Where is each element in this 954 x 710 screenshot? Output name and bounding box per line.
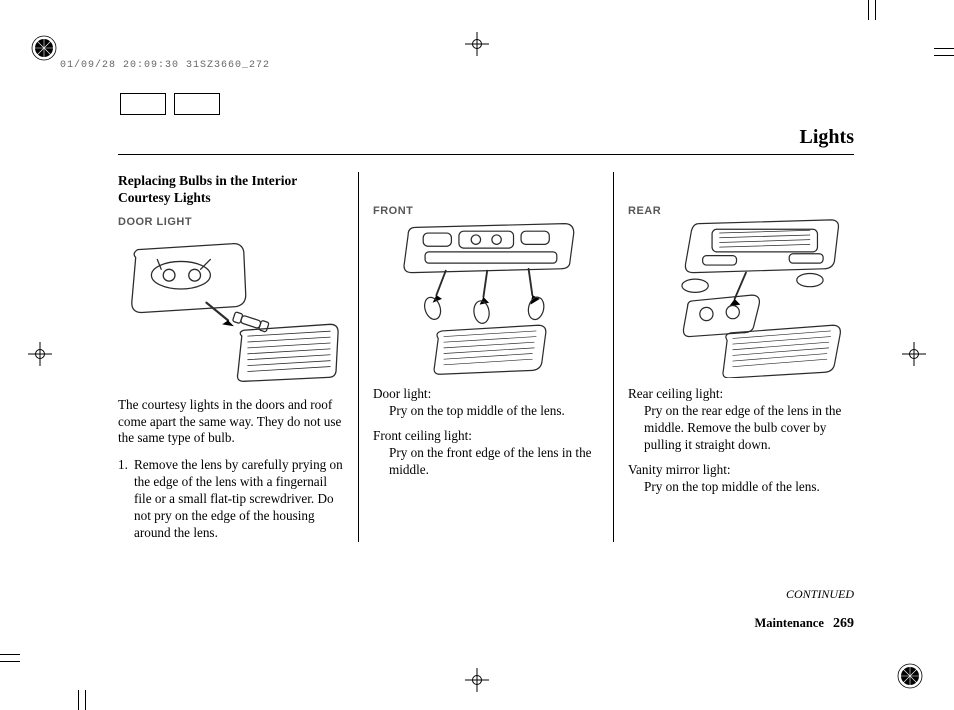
trim-mark: [934, 48, 954, 49]
definition-body: Pry on the top middle of the lens.: [373, 403, 599, 420]
trim-mark: [0, 661, 20, 662]
definition-term: Front ceiling light:: [373, 428, 599, 445]
definition-vanity-mirror: Vanity mirror light: Pry on the top midd…: [628, 462, 854, 496]
registration-mark-br: [896, 662, 924, 690]
footer-category: Maintenance: [754, 616, 823, 630]
definition-door-light: Door light: Pry on the top middle of the…: [373, 386, 599, 420]
trim-mark: [85, 690, 86, 710]
step-text: Remove the lens by carefully prying on t…: [134, 457, 344, 541]
figure-front-light: [373, 218, 599, 378]
cross-mark-left: [28, 342, 52, 366]
header-boxes: [120, 93, 220, 115]
step-number: 1.: [118, 457, 134, 541]
figure-label-front: FRONT: [373, 204, 599, 218]
definition-term: Vanity mirror light:: [628, 462, 854, 479]
cross-mark-top: [465, 32, 489, 56]
definition-rear-ceiling: Rear ceiling light: Pry on the rear edge…: [628, 386, 854, 454]
cross-mark-bottom: [465, 668, 489, 692]
trim-mark: [0, 654, 20, 655]
title-rule: [118, 154, 854, 155]
figure-rear-light: [628, 218, 854, 378]
print-timestamp: 01/09/28 20:09:30 31SZ3660_272: [60, 60, 270, 71]
figure-door-light: [118, 229, 344, 389]
subheading: Replacing Bulbs in the Interior Courtesy…: [118, 172, 344, 207]
page-title: Lights: [800, 126, 854, 149]
definition-front-ceiling: Front ceiling light: Pry on the front ed…: [373, 428, 599, 479]
intro-paragraph: The courtesy lights in the doors and roo…: [118, 397, 344, 448]
definition-term: Rear ceiling light:: [628, 386, 854, 403]
figure-label-door: DOOR LIGHT: [118, 215, 344, 229]
column-2: FRONT: [359, 172, 614, 542]
page-number: 269: [833, 616, 854, 631]
column-1: Replacing Bulbs in the Interior Courtesy…: [118, 172, 359, 542]
content-columns: Replacing Bulbs in the Interior Courtesy…: [118, 172, 854, 542]
figure-label-rear: REAR: [628, 204, 854, 218]
trim-mark: [875, 0, 876, 20]
registration-mark-tl: [30, 34, 58, 62]
column-3: REAR: [614, 172, 854, 542]
continued-marker: CONTINUED: [786, 587, 854, 602]
page-footer: Maintenance 269: [754, 616, 854, 632]
cross-mark-right: [902, 342, 926, 366]
step-1: 1. Remove the lens by carefully prying o…: [118, 457, 344, 541]
definition-body: Pry on the top middle of the lens.: [628, 479, 854, 496]
trim-mark: [868, 0, 869, 20]
trim-mark: [934, 55, 954, 56]
definition-body: Pry on the rear edge of the lens in the …: [628, 403, 854, 454]
definition-body: Pry on the front edge of the lens in the…: [373, 445, 599, 479]
trim-mark: [78, 690, 79, 710]
definition-term: Door light:: [373, 386, 599, 403]
